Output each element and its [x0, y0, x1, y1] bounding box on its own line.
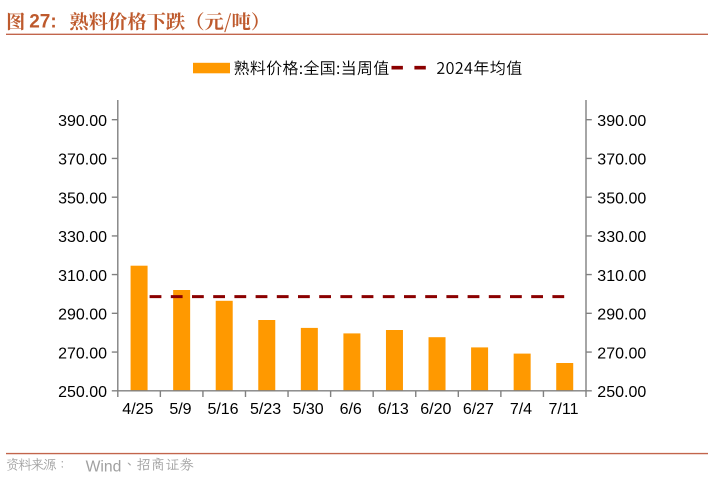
svg-text:5/30: 5/30 — [293, 401, 324, 418]
svg-text:4/25: 4/25 — [122, 401, 153, 418]
svg-text:310.00: 310.00 — [58, 268, 107, 285]
svg-text:370.00: 370.00 — [58, 152, 107, 169]
svg-text:350.00: 350.00 — [58, 190, 107, 207]
svg-text:330.00: 330.00 — [597, 229, 646, 246]
svg-text:5/23: 5/23 — [250, 401, 281, 418]
svg-text:5/9: 5/9 — [169, 401, 191, 418]
svg-text:6/27: 6/27 — [463, 401, 494, 418]
svg-text:250.00: 250.00 — [58, 384, 107, 401]
svg-text:270.00: 270.00 — [58, 345, 107, 362]
svg-text:7/11: 7/11 — [549, 401, 579, 418]
svg-text:310.00: 310.00 — [597, 268, 646, 285]
svg-text:6/13: 6/13 — [378, 401, 409, 418]
svg-text:330.00: 330.00 — [58, 229, 107, 246]
svg-text:270.00: 270.00 — [597, 345, 646, 362]
svg-text:250.00: 250.00 — [597, 384, 646, 401]
svg-text:27:: 27: — [29, 12, 56, 33]
svg-text:390.00: 390.00 — [58, 113, 107, 130]
svg-text:Wind: Wind — [86, 458, 122, 475]
svg-text:7/4: 7/4 — [510, 401, 532, 418]
svg-text:370.00: 370.00 — [597, 152, 646, 169]
svg-text:290.00: 290.00 — [597, 307, 646, 324]
svg-text:6/6: 6/6 — [340, 401, 362, 418]
svg-text:390.00: 390.00 — [597, 113, 646, 130]
svg-text:5/16: 5/16 — [207, 401, 238, 418]
svg-text:290.00: 290.00 — [58, 307, 107, 324]
svg-text:350.00: 350.00 — [597, 190, 646, 207]
svg-text:6/20: 6/20 — [420, 401, 451, 418]
